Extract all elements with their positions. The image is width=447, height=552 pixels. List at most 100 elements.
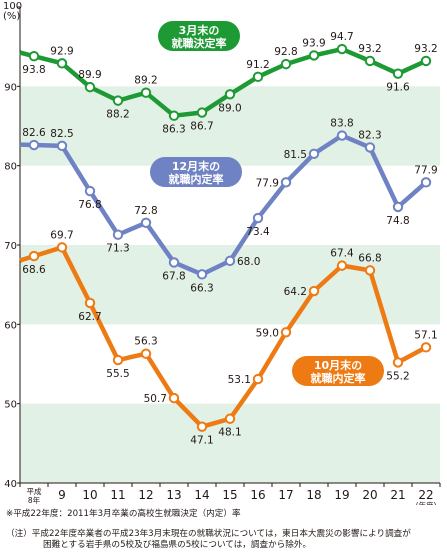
data-label: 72.8 — [134, 205, 157, 217]
data-point — [140, 348, 152, 359]
y-tick-label: 100 — [3, 1, 22, 12]
data-point — [196, 269, 208, 280]
data-point — [252, 373, 264, 385]
x-tick-label: 平成 — [27, 486, 42, 496]
x-tick-label: 20 — [362, 488, 377, 502]
x-tick-label: 11 — [110, 488, 125, 502]
data-label: 83.8 — [330, 118, 353, 130]
data-point — [364, 265, 376, 276]
data-point — [336, 260, 348, 271]
data-point — [28, 139, 40, 151]
data-label: 68.6 — [22, 264, 46, 276]
data-point — [392, 357, 404, 368]
data-label: 66.8 — [358, 252, 381, 264]
data-point — [112, 95, 124, 106]
data-label: 91.6 — [386, 82, 410, 94]
legend-label: 12月末の — [172, 159, 220, 173]
data-point — [336, 43, 348, 55]
data-label: 67.4 — [330, 248, 354, 260]
data-label: 91.2 — [246, 59, 269, 71]
data-label: 73.4 — [246, 226, 270, 238]
data-label: 55.2 — [386, 370, 409, 382]
data-label: 68.0 — [237, 256, 260, 268]
data-point — [168, 392, 180, 404]
data-point — [420, 342, 432, 353]
x-tick-label: 15 — [222, 488, 237, 502]
data-point — [280, 327, 292, 338]
data-label: 93.2 — [414, 43, 437, 55]
series-lines — [19, 43, 432, 432]
legend-badge-2 — [292, 356, 384, 386]
data-label: 88.2 — [106, 109, 129, 121]
data-label: 81.5 — [284, 149, 307, 161]
data-label: 92.8 — [274, 46, 297, 58]
x-tick-label: 13 — [166, 488, 181, 502]
data-point — [392, 68, 404, 79]
data-label: 89.2 — [134, 75, 157, 87]
data-label: 89.9 — [78, 69, 101, 81]
data-label: 74.8 — [386, 215, 409, 227]
data-label: 62.7 — [78, 311, 101, 323]
data-point — [168, 257, 180, 268]
data-label: 50.7 — [144, 393, 167, 405]
data-point — [28, 250, 40, 262]
data-point — [224, 413, 236, 424]
data-point — [140, 87, 152, 98]
data-point — [336, 130, 348, 141]
data-label: 53.1 — [228, 374, 251, 386]
data-label: 69.7 — [50, 229, 73, 241]
series-line-1 — [19, 133, 428, 277]
y-tick-label: 70 — [4, 241, 17, 252]
legend-label: 3月末の — [179, 23, 220, 37]
legend-badge-0 — [158, 21, 240, 51]
legend-badge-1 — [150, 157, 242, 187]
legend-label: 就職内定率 — [311, 371, 366, 385]
data-label: 64.2 — [284, 286, 307, 298]
data-label: 47.1 — [190, 435, 213, 447]
data-label: 86.3 — [162, 124, 185, 136]
data-label: 66.3 — [190, 282, 213, 294]
data-point — [224, 255, 236, 267]
data-point — [308, 148, 320, 159]
data-label: 77.9 — [256, 177, 279, 189]
data-point — [308, 50, 320, 61]
data-point — [196, 421, 208, 432]
data-label: 55.5 — [106, 368, 129, 380]
data-label: 93.8 — [22, 64, 45, 76]
x-tick-label: 10 — [82, 488, 97, 502]
data-label: 82.3 — [358, 129, 381, 141]
data-label: 93.2 — [358, 43, 381, 55]
data-point — [364, 142, 376, 153]
x-tick-label: 17 — [278, 488, 293, 502]
y-tick-label: 60 — [4, 320, 17, 331]
data-point — [56, 140, 68, 152]
legend-label: 10月末の — [314, 358, 362, 372]
data-label: 94.7 — [330, 31, 353, 43]
data-point — [420, 55, 432, 67]
data-point — [84, 297, 96, 309]
data-labels: 93.8 92.9 89.9 88.2 89.2 86.3 86.7 89.0 91.2 92.8… — [22, 31, 437, 447]
series-line-0 — [19, 46, 427, 118]
data-label: 93.9 — [302, 37, 325, 49]
data-point — [56, 58, 68, 69]
data-point — [28, 50, 40, 62]
data-label: 77.9 — [414, 164, 437, 176]
data-label: 56.3 — [134, 336, 157, 348]
data-point — [56, 242, 68, 253]
x-tick-label: 19 — [334, 488, 349, 502]
data-label: 57.1 — [414, 329, 437, 341]
data-point — [280, 177, 292, 188]
data-point — [224, 89, 236, 100]
data-label: 48.1 — [218, 427, 241, 439]
x-tick-label: 16 — [250, 488, 265, 502]
legend-label: 就職内定率 — [169, 172, 224, 186]
data-point — [364, 55, 376, 67]
data-label: 59.0 — [256, 327, 279, 339]
x-tick-label: 18 — [306, 488, 321, 502]
data-point — [84, 185, 96, 197]
data-point — [308, 285, 320, 297]
data-label: 89.0 — [218, 102, 241, 114]
footnote-note-line-1: （注）平成22年度卒業者の平成23年3月末現在の就職状況については，東日本大震災… — [6, 529, 411, 539]
